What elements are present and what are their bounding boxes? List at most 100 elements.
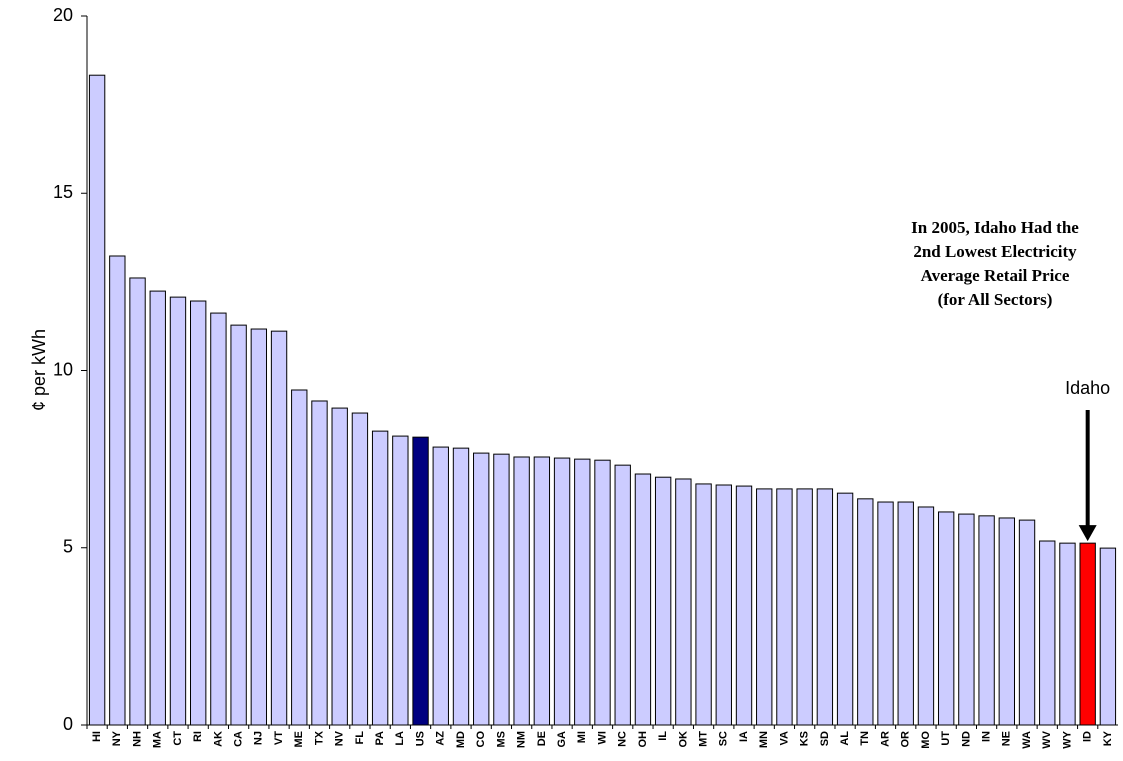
x-tick-label: RI: [192, 731, 204, 742]
x-tick-label: KY: [1102, 730, 1114, 746]
x-tick-label: OK: [677, 731, 689, 748]
bar: [857, 498, 874, 726]
bar: [291, 389, 308, 726]
bar: [594, 459, 611, 726]
bar: [331, 407, 348, 726]
x-tick-label: AK: [212, 731, 224, 747]
x-tick-label: WV: [1041, 730, 1053, 748]
bar: [311, 400, 328, 726]
x-tick-label: ND: [960, 731, 972, 747]
bar: [614, 464, 631, 726]
bar: [190, 300, 207, 726]
bar: [210, 312, 227, 726]
x-tick-label: NY: [111, 730, 123, 746]
bar: [432, 446, 449, 726]
x-tick-label: IL: [657, 731, 669, 741]
bar: [412, 436, 429, 726]
annotation: (for All Sectors): [938, 290, 1053, 309]
bar: [816, 488, 834, 726]
y-tick-label: 5: [63, 537, 73, 557]
x-tick-label: GA: [556, 731, 568, 748]
x-tick-label: SD: [819, 731, 831, 746]
bar: [1018, 519, 1036, 726]
bar: [735, 485, 753, 726]
x-tick-label: NJ: [253, 731, 265, 745]
x-tick-label: PA: [374, 731, 386, 746]
x-tick-label: LA: [394, 731, 406, 746]
bar: [978, 515, 995, 726]
bar: [351, 412, 369, 726]
bar: [270, 330, 288, 726]
x-tick-label: WI: [596, 731, 608, 744]
bar: [776, 488, 793, 726]
x-tick-label: NC: [617, 731, 629, 747]
x-tick-label: MS: [495, 731, 507, 748]
x-tick-label: IN: [981, 731, 993, 742]
x-tick-label: VA: [778, 731, 790, 746]
bar: [958, 513, 975, 726]
bar: [109, 255, 126, 726]
y-tick-label: 0: [63, 714, 73, 734]
x-tick-label: TX: [313, 730, 325, 745]
bar: [493, 453, 510, 726]
x-tick-label: NE: [1001, 731, 1013, 746]
bar: [533, 456, 551, 726]
bar: [473, 452, 490, 726]
x-tick-label: HI: [91, 731, 103, 742]
x-tick-label: ID: [1082, 731, 1094, 742]
bar: [513, 456, 530, 726]
x-tick-label: MT: [697, 731, 709, 747]
x-tick-label: IA: [738, 731, 750, 742]
x-tick-label: SC: [718, 731, 730, 746]
x-tick-label: CO: [475, 731, 487, 748]
bar: [1079, 542, 1096, 726]
bar: [715, 484, 732, 726]
bar: [553, 457, 571, 726]
bar: [1099, 547, 1117, 726]
annotation: In 2005, Idaho Had the: [911, 218, 1079, 237]
x-tick-label: AR: [879, 731, 891, 747]
x-tick-label: CT: [172, 731, 184, 746]
bar: [877, 501, 894, 726]
x-tick-label: AL: [839, 731, 851, 746]
bar: [998, 517, 1015, 726]
x-tick-label: WA: [1021, 731, 1033, 749]
x-tick-label: AZ: [435, 731, 447, 746]
x-tick-label: MO: [920, 731, 932, 749]
x-tick-label: FL: [354, 731, 366, 745]
x-tick-label: TN: [859, 731, 871, 746]
bar: [250, 328, 268, 726]
bar: [149, 290, 166, 726]
x-tick-label: VT: [273, 731, 285, 745]
x-tick-label: MN: [758, 731, 770, 748]
bar: [371, 430, 389, 726]
bar: [937, 511, 955, 726]
x-tick-label: WY: [1061, 730, 1073, 748]
bar: [88, 74, 106, 726]
bar: [756, 488, 773, 726]
x-tick-label: OR: [900, 731, 912, 748]
arrow-label: Idaho: [1065, 378, 1110, 398]
bar: [1059, 542, 1076, 726]
bar: [574, 458, 591, 726]
bar: [796, 488, 813, 726]
x-tick-label: CA: [233, 731, 245, 747]
x-tick-label: MI: [576, 731, 588, 743]
bar: [695, 483, 712, 726]
bar: [675, 478, 692, 726]
x-tick-label: NV: [334, 730, 346, 746]
bar: [634, 473, 652, 726]
y-axis-label: ¢ per kWh: [29, 329, 49, 411]
bar: [836, 492, 854, 726]
x-tick-label: DE: [536, 731, 548, 746]
x-tick-label: MD: [455, 731, 467, 748]
annotation: Average Retail Price: [921, 266, 1070, 285]
x-tick-label: ME: [293, 731, 305, 748]
arrow-head: [1078, 525, 1097, 542]
x-tick-label: KS: [799, 731, 811, 746]
annotation: 2nd Lowest Electricity: [913, 242, 1077, 261]
bar: [169, 296, 187, 726]
bar: [654, 476, 672, 726]
x-tick-label: NM: [516, 731, 528, 748]
